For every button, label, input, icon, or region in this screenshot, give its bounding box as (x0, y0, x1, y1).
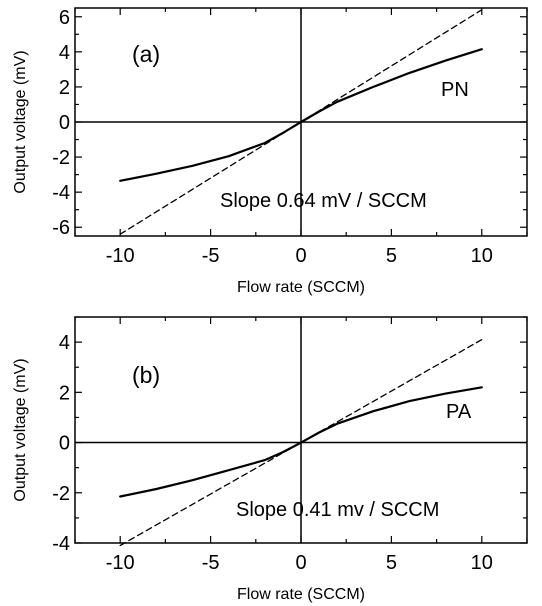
x-axis-title: Flow rate (SCCM) (237, 586, 365, 603)
y-tick-label: -2 (52, 483, 70, 505)
panel-label: (b) (132, 362, 160, 388)
x-tick-label: -5 (202, 245, 220, 267)
linear-fit-line (119, 338, 483, 547)
series-lines (119, 9, 483, 235)
y-tick-label: 2 (59, 382, 70, 404)
y-tick-label: 6 (59, 7, 70, 29)
x-tick-label: 0 (295, 552, 306, 574)
x-tick-label: 10 (471, 552, 493, 574)
x-axis-title: Flow rate (SCCM) (237, 279, 365, 296)
panel-label: (a) (132, 41, 160, 67)
series-label-pa: PA (446, 401, 472, 423)
x-tick-label: -10 (106, 552, 135, 574)
y-tick-label: 0 (59, 433, 70, 455)
series-lines (119, 338, 483, 547)
y-axis-title: Output voltage (mV) (12, 358, 29, 501)
tick-labels: -10 -5 0 5 10 -6 -4 -2 0 2 4 6 (52, 7, 493, 267)
x-tick-label: 10 (471, 245, 493, 267)
measured-series-line (119, 386, 483, 498)
linear-fit-line (119, 9, 483, 235)
x-tick-label: 5 (386, 245, 397, 267)
x-tick-label: -10 (106, 245, 135, 267)
tick-marks (74, 316, 528, 544)
y-tick-label: -4 (52, 182, 70, 204)
series-label-pn: PN (441, 79, 469, 101)
x-tick-label: 0 (295, 245, 306, 267)
y-tick-label: 0 (59, 112, 70, 134)
panel-a: -10 -5 0 5 10 -6 -4 -2 0 2 4 6 (a) PN Slope 0.64 mV… (12, 7, 528, 296)
y-tick-label: -2 (52, 147, 70, 169)
slope-annotation: Slope 0.41 mv / SCCM (236, 499, 439, 521)
panel-b: -10 -5 0 5 10 -4 -2 0 2 4 (b) PA Slope 0.41 mv / … (12, 316, 528, 603)
y-tick-label: 2 (59, 77, 70, 99)
slope-annotation: Slope 0.64 mV / SCCM (220, 190, 427, 212)
tick-marks (74, 8, 528, 236)
y-axis-title: Output voltage (mV) (12, 50, 29, 193)
y-tick-label: -6 (52, 217, 70, 239)
tick-labels: -10 -5 0 5 10 -4 -2 0 2 4 (52, 332, 493, 574)
y-tick-label: 4 (59, 332, 70, 354)
y-tick-label: -4 (52, 533, 70, 555)
y-tick-label: 4 (59, 42, 70, 64)
x-tick-label: 5 (386, 552, 397, 574)
x-tick-label: -5 (202, 552, 220, 574)
